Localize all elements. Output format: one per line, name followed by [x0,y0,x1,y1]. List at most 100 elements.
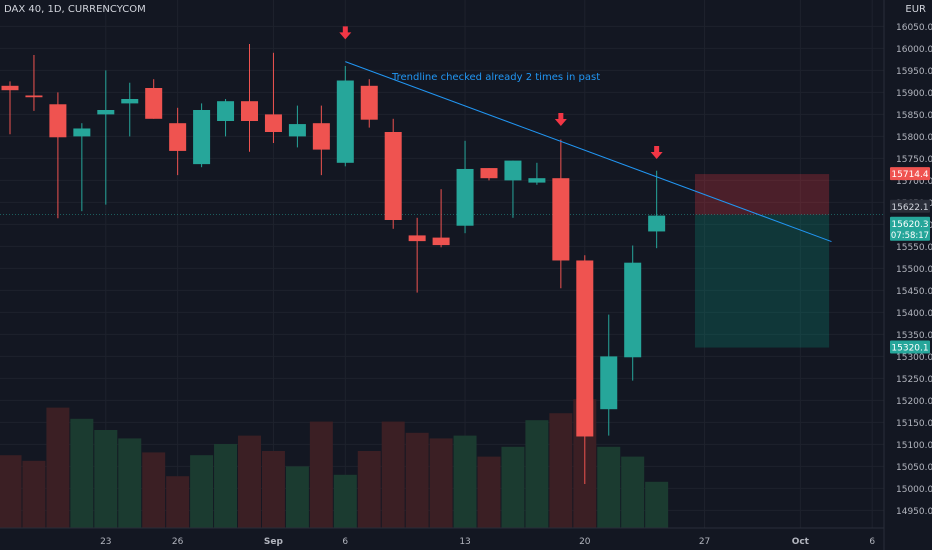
candle [600,314,618,436]
volume-bar [142,452,166,528]
volume-bar [261,451,285,528]
down-arrow-icon [650,146,663,159]
volume-bar [597,446,621,528]
volume-bar [0,455,22,528]
candle [288,105,306,148]
volume-bar [429,438,453,528]
time-tick: 26 [172,537,184,547]
price-tick: 14950.0 [896,507,932,517]
target-price-tag-bg [890,340,930,354]
time-tick: Oct [792,537,810,547]
trendline-note: Trendline checked already 2 times in pas… [391,72,600,83]
candle [193,103,211,168]
price-tick: 15050.0 [896,463,932,473]
candle [648,170,666,249]
volume-bar [238,435,261,528]
candle [624,245,642,381]
time-axis: 23 26 Sep 6 13 20 27 Oct 6 [0,527,884,547]
candle [312,105,330,176]
candle-body [49,104,67,138]
short-position-tool [0,174,884,348]
volume-bar [46,407,70,528]
price-tick: 15550.0 [896,243,932,253]
price-tick: 16050.0 [896,23,932,33]
candle-body [73,128,91,137]
candle-body [552,178,570,261]
price-tick: 15250.0 [896,375,932,385]
volume-bar [405,432,429,528]
volume-bar [645,481,669,528]
volume-bar [94,430,118,528]
price-tick: 15950.0 [896,67,932,77]
time-tick: 13 [459,537,470,547]
candle [73,123,91,212]
volume-bar [357,451,381,528]
candle [528,162,546,185]
price-tick: 15500.0 [896,265,932,275]
volume-bar [381,421,405,528]
symbol-title: DAX 40, 1D, CURRENCYCOM [4,4,146,15]
time-tick: 27 [699,537,710,547]
candle-body [360,85,378,120]
last-price-tag: 15622.1 [891,203,928,213]
volume-bar [621,456,645,528]
candle-body [217,101,235,121]
candle [217,99,235,137]
candle [576,255,594,484]
time-tick: 6 [342,537,348,547]
candle-body [504,160,522,181]
chart-overlays: Trendline checked already 2 times in pas… [339,26,832,243]
candle-body [169,123,187,151]
volume-bar [118,438,142,528]
price-tick: 15700.0 [896,177,932,187]
volume-bar [22,460,46,528]
candle [264,52,282,143]
price-tick: 15400.0 [896,309,932,319]
candle [408,217,426,293]
down-arrow-icon [339,26,352,40]
volume-bar [477,456,501,528]
candle-body [576,260,594,437]
price-tick: 15100.0 [896,441,932,451]
candle-body [456,168,474,226]
currency-selector[interactable]: EUR [905,4,926,15]
price-axis: 14950.0 15000.0 15050.0 15100.0 15150.0 15200… [883,0,932,550]
candle-body [384,132,402,220]
candle [49,92,67,219]
candle [97,70,115,205]
down-arrow-icon [554,113,567,126]
candle [552,139,570,289]
time-tick: Sep [264,537,284,547]
target-zone [694,214,830,348]
price-tick: 15850.0 [896,111,932,121]
candle [456,140,474,234]
price-tick: 15800.0 [896,133,932,143]
candle-body [408,235,426,242]
candle [1,81,19,135]
candle [241,44,258,152]
volume-bar [501,446,525,528]
price-tick: 15750.0 [896,155,932,165]
chart-grid [0,0,884,528]
candle-body [145,88,163,119]
target-price-tag: 15320.1 [891,344,928,354]
candlesticks [1,44,666,484]
volume-bar [333,474,357,528]
candle-body [121,99,139,104]
price-tick: 15000.0 [896,485,932,495]
candle-body [600,356,618,410]
stop-price-tag-bg [890,167,930,181]
candle-body [336,80,354,163]
candle [504,160,522,218]
stop-zone [694,174,830,215]
volume-bar [549,413,573,528]
candle [432,189,450,248]
time-tick: 20 [579,537,591,547]
candle [25,55,43,111]
candle-body [264,114,282,132]
candle-body [241,101,258,121]
volume-bar [453,435,477,528]
close-price-tag: 15620.3 [891,220,928,230]
stop-price-tag: 15714.4 [891,170,928,180]
